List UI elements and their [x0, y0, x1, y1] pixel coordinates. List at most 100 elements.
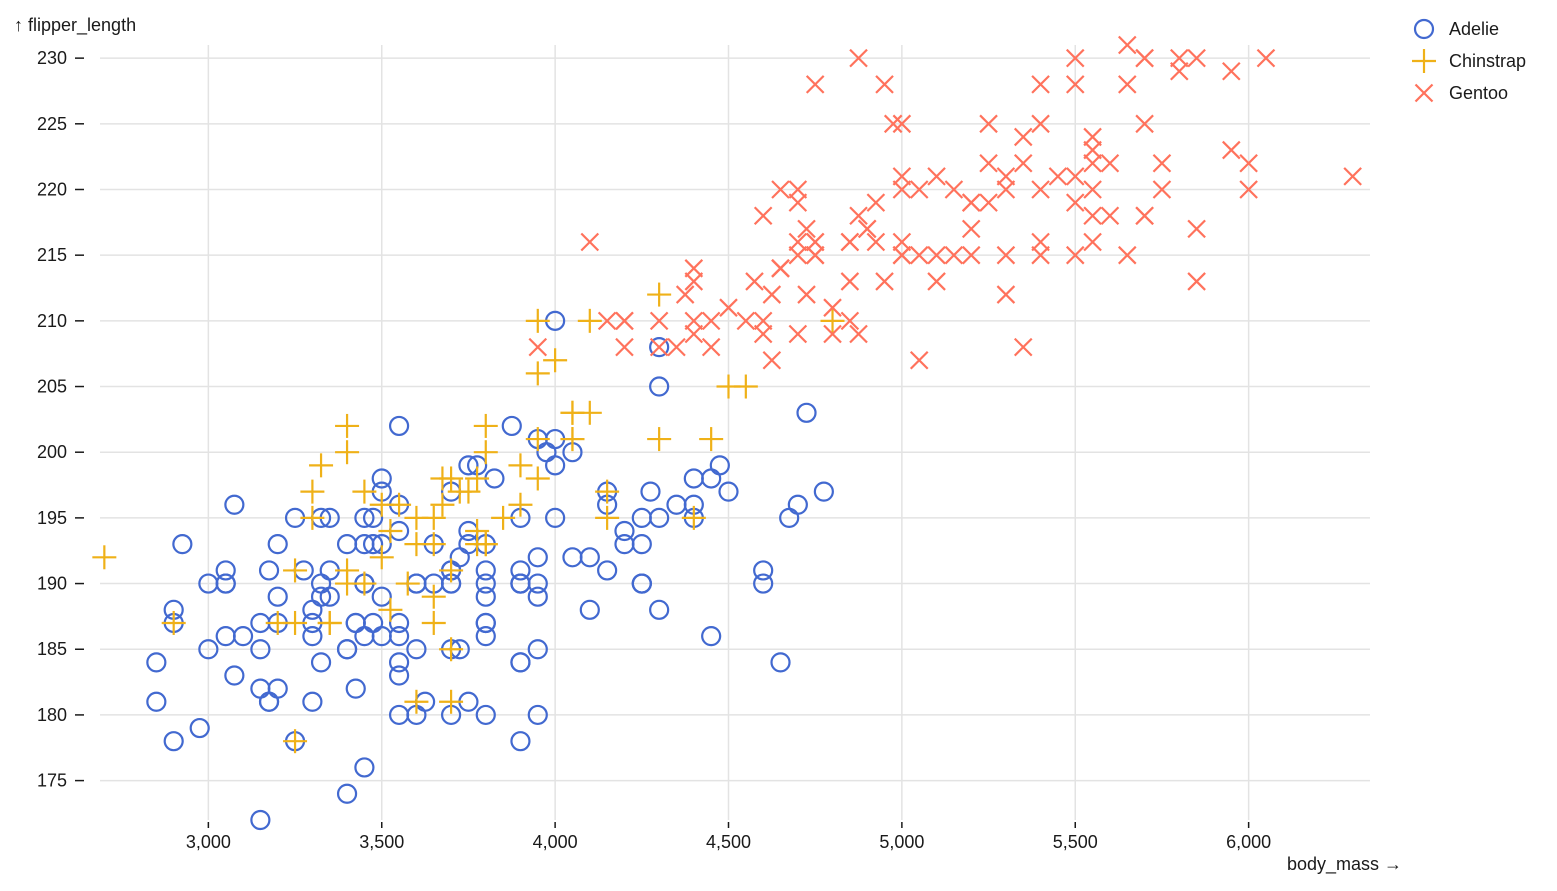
point-gentoo: [892, 167, 912, 186]
point-gentoo: [684, 311, 704, 331]
point-adelie: [250, 639, 271, 660]
point-chinstrap: [300, 505, 325, 530]
point-gentoo: [1239, 180, 1258, 199]
point-gentoo: [944, 180, 964, 199]
point-adelie: [224, 494, 245, 515]
x-axis: 3,000 3,500 4,000 4,500 5,000 5,500 6,000: [186, 822, 1271, 852]
point-gentoo: [1152, 180, 1172, 199]
legend-label: Gentoo: [1449, 83, 1508, 103]
point-chinstrap: [560, 400, 585, 425]
point-chinstrap: [92, 545, 117, 570]
point-chinstrap: [439, 637, 464, 662]
point-gentoo: [528, 337, 548, 357]
point-gentoo: [788, 245, 808, 265]
point-adelie: [388, 612, 410, 634]
point-adelie: [371, 468, 392, 489]
point-adelie: [371, 586, 392, 607]
point-gentoo: [1048, 167, 1068, 186]
y-tick-label: 185: [37, 639, 67, 659]
point-adelie: [345, 612, 366, 634]
point-adelie: [362, 612, 384, 634]
point-gentoo: [1031, 180, 1050, 199]
point-adelie: [406, 639, 427, 660]
point-adelie: [510, 652, 531, 673]
y-tick-label: 225: [37, 114, 67, 134]
point-chinstrap: [421, 610, 446, 635]
point-gentoo: [866, 193, 886, 212]
y-tick-label: 230: [37, 48, 67, 68]
x-tick-label: 5,500: [1053, 832, 1098, 852]
point-adelie: [388, 652, 410, 673]
point-chinstrap: [681, 505, 706, 530]
point-gentoo: [840, 272, 860, 291]
y-tick-label: 215: [37, 245, 67, 265]
point-adelie: [250, 678, 271, 699]
point-gentoo: [1239, 153, 1258, 173]
point-gentoo: [996, 285, 1016, 304]
point-adelie: [701, 626, 722, 647]
point-chinstrap: [595, 479, 620, 504]
point-adelie: [787, 494, 808, 515]
point-gentoo: [1065, 75, 1085, 94]
point-gentoo: [1083, 180, 1102, 199]
point-adelie: [475, 612, 496, 634]
point-chinstrap: [335, 440, 360, 465]
x-axis-title: body_mass →: [1287, 854, 1402, 875]
point-adelie: [362, 507, 384, 528]
point-gentoo: [1083, 140, 1102, 160]
point-gentoo: [883, 114, 903, 134]
x-tick-label: 4,000: [533, 832, 578, 852]
point-gentoo: [805, 245, 825, 265]
point-chinstrap: [543, 348, 568, 373]
point-adelie: [510, 573, 531, 594]
point-adelie: [701, 468, 722, 489]
point-adelie: [267, 534, 288, 555]
point-chinstrap: [421, 584, 446, 609]
point-gentoo: [753, 311, 773, 331]
point-gentoo: [701, 337, 721, 357]
point-gentoo: [1100, 153, 1120, 173]
point-gentoo: [875, 75, 894, 94]
point-adelie: [579, 547, 600, 568]
x-gridlines: [207, 45, 1250, 820]
point-adelie: [649, 376, 670, 397]
point-gentoo: [805, 75, 825, 94]
point-adelie: [527, 639, 548, 660]
point-gentoo: [805, 232, 825, 252]
point-gentoo: [1135, 48, 1154, 68]
legend-label: Chinstrap: [1449, 51, 1526, 71]
point-gentoo: [684, 259, 704, 278]
point-adelie: [475, 704, 496, 726]
point-adelie: [146, 691, 167, 712]
point-chinstrap: [699, 427, 724, 452]
point-chinstrap: [716, 374, 741, 399]
point-gentoo: [1013, 337, 1033, 357]
point-chinstrap: [335, 413, 360, 438]
point-gentoo: [1065, 167, 1085, 186]
point-gentoo: [979, 193, 998, 212]
point-adelie: [562, 547, 583, 568]
point-gentoo: [840, 311, 860, 331]
point-adelie: [302, 691, 323, 712]
point-gentoo: [892, 245, 912, 265]
point-chinstrap: [465, 532, 490, 557]
point-gentoo: [927, 245, 946, 265]
point-gentoo: [1013, 127, 1033, 147]
point-adelie: [215, 560, 236, 581]
y-tick-label: 210: [37, 311, 67, 331]
legend-item-adelie: Adelie: [1413, 18, 1499, 40]
point-chinstrap: [456, 479, 481, 504]
point-adelie: [258, 691, 280, 712]
point-chinstrap: [378, 519, 403, 544]
point-gentoo: [961, 245, 981, 265]
point-adelie: [475, 573, 496, 594]
point-gentoo: [1222, 61, 1241, 81]
point-chinstrap: [421, 505, 446, 530]
point-chinstrap: [577, 308, 602, 333]
point-gentoo: [745, 272, 764, 291]
point-chinstrap: [473, 440, 498, 465]
point-gentoo: [771, 180, 790, 199]
point-adelie: [640, 481, 661, 502]
y-gridlines: [100, 57, 1370, 782]
point-gentoo: [684, 272, 704, 291]
